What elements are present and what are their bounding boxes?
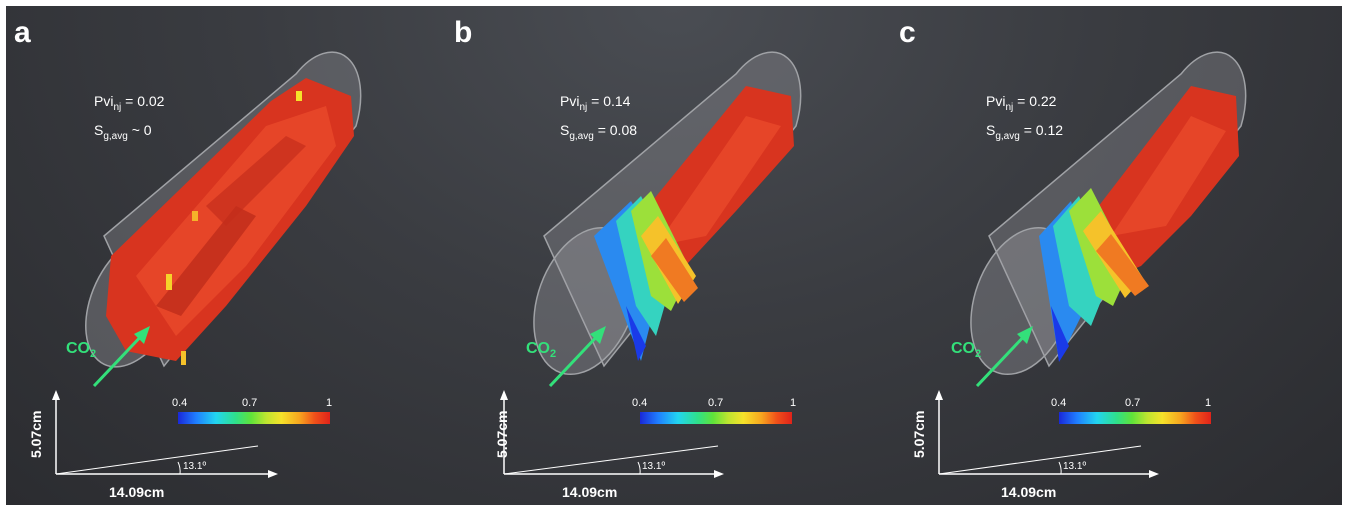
colorbar-mid: 0.7 xyxy=(708,397,724,409)
angle-arc xyxy=(1058,461,1062,475)
colorbar-max: 1 xyxy=(790,397,797,409)
co2-saturation-plume xyxy=(106,78,354,365)
angle-label: 13.1º xyxy=(183,461,207,472)
length-dimension: 14.09cm xyxy=(562,484,618,500)
co2-saturation-plume xyxy=(1039,86,1239,362)
axis-arrow-up-icon xyxy=(500,390,508,400)
dip-line xyxy=(55,445,259,475)
angle-label: 13.1º xyxy=(642,461,666,472)
colorbar xyxy=(1059,412,1211,424)
colorbar-min: 0.4 xyxy=(172,397,188,409)
core-visualization-a xyxy=(52,51,362,478)
core-visualization-c xyxy=(935,51,1247,478)
injection-arrow xyxy=(548,329,604,388)
core-visualization-b xyxy=(500,51,802,478)
axis-arrow-up-icon xyxy=(935,390,943,400)
axis-arrow-right-icon xyxy=(714,470,724,478)
height-dimension: 5.07cm xyxy=(28,410,44,458)
co2-label: CO2 xyxy=(526,340,557,361)
pvi-annotation: Pvinj = 0.22 Sg,avg = 0.12 xyxy=(986,93,1064,142)
co2-saturation-plume xyxy=(594,86,794,361)
pvi-annotation: Pvinj = 0.14 Sg,avg = 0.08 xyxy=(560,93,638,142)
arrow-head-icon xyxy=(590,326,606,344)
axis-arrow-right-icon xyxy=(268,470,278,478)
panel-a: a Pvinj = 0.02 Sg,avg ~ 0 CO2 0.4 0.7 1 … xyxy=(6,6,451,505)
length-dimension: 14.09cm xyxy=(1001,484,1057,500)
height-dimension: 5.07cm xyxy=(911,410,927,458)
arrow-head-icon xyxy=(1017,326,1033,344)
panel-label: a xyxy=(14,16,31,49)
colorbar-mid: 0.7 xyxy=(1125,397,1141,409)
height-dimension: 5.07cm xyxy=(494,410,510,458)
dip-line xyxy=(503,445,719,475)
colorbar-mid: 0.7 xyxy=(242,397,258,409)
colorbar-min: 0.4 xyxy=(632,397,648,409)
arrow-head-icon xyxy=(134,326,150,344)
injection-arrow xyxy=(92,329,148,388)
pvi-annotation: Pvinj = 0.02 Sg,avg ~ 0 xyxy=(94,93,165,142)
figure: a Pvinj = 0.02 Sg,avg ~ 0 CO2 0.4 0.7 1 … xyxy=(6,6,1342,505)
panel-label: c xyxy=(899,16,916,49)
co2-label: CO2 xyxy=(951,340,982,361)
colorbar-max: 1 xyxy=(326,397,333,409)
colorbar xyxy=(640,412,792,424)
co2-label: CO2 xyxy=(66,340,97,361)
angle-arc xyxy=(177,461,181,475)
angle-arc xyxy=(637,461,641,475)
injection-arrow xyxy=(975,329,1031,388)
axis-arrow-up-icon xyxy=(52,390,60,400)
length-dimension: 14.09cm xyxy=(109,484,165,500)
axis-arrow-right-icon xyxy=(1149,470,1159,478)
panel-label: b xyxy=(454,16,473,49)
colorbar xyxy=(178,412,330,424)
dip-line xyxy=(938,445,1142,475)
colorbar-min: 0.4 xyxy=(1051,397,1067,409)
panel-c: c Pvinj = 0.22 Sg,avg = 0.12 CO2 0.4 0.7… xyxy=(891,6,1336,505)
angle-label: 13.1º xyxy=(1063,461,1087,472)
colorbar-max: 1 xyxy=(1205,397,1212,409)
panel-b: b Pvinj = 0.14 Sg,avg = 0.08 CO2 0.4 0.7… xyxy=(446,6,891,505)
